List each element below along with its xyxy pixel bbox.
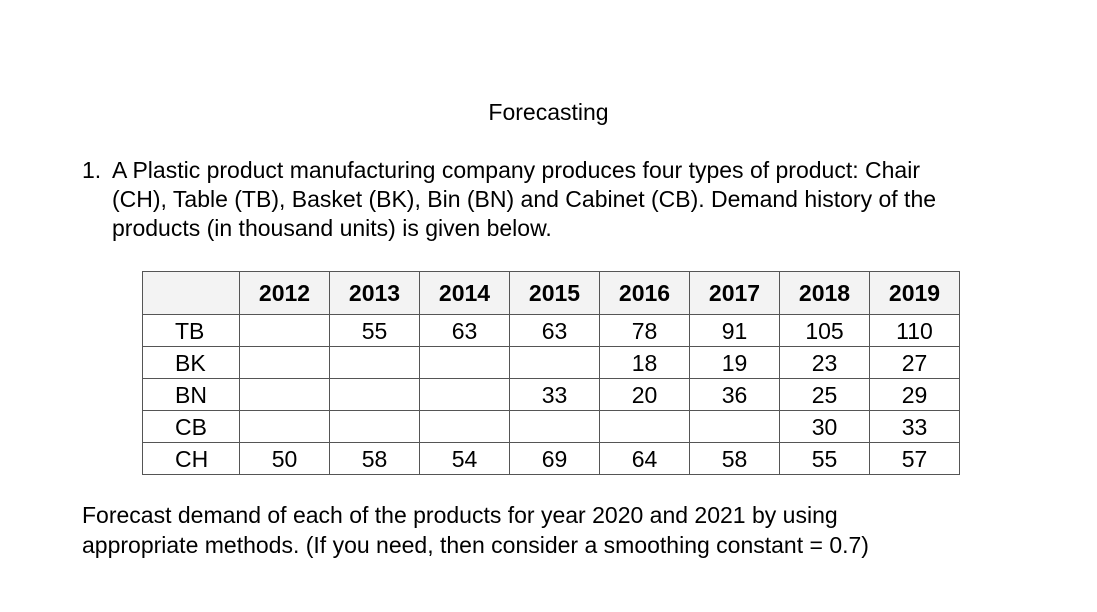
page-title: Forecasting: [488, 99, 609, 125]
demand-history-table: 2012 2013 2014 2015 2016 2017 2018 2019 …: [142, 271, 960, 475]
demand-cell: 55: [779, 442, 870, 475]
demand-cell: 33: [869, 410, 960, 443]
demand-cell: [419, 378, 510, 411]
demand-cell: 25: [779, 378, 870, 411]
demand-cell: 91: [689, 314, 780, 347]
instruction-line: Forecast demand of each of the products …: [82, 502, 838, 528]
demand-cell: 27: [869, 346, 960, 379]
demand-cell: 63: [419, 314, 510, 347]
year-header: 2018: [779, 271, 870, 315]
demand-cell: [239, 314, 330, 347]
demand-cell: 58: [689, 442, 780, 475]
demand-cell: [509, 346, 600, 379]
table-row: BN 33 20 36 25 29: [142, 378, 960, 411]
product-label: CB: [142, 410, 240, 443]
table-row: BK 18 19 23 27: [142, 346, 960, 379]
demand-cell: 19: [689, 346, 780, 379]
product-label: CH: [142, 442, 240, 475]
demand-cell: 57: [869, 442, 960, 475]
demand-cell: [329, 410, 420, 443]
instruction-line: appropriate methods. (If you need, then …: [82, 532, 869, 558]
table-row: CH 50 58 54 69 64 58 55 57: [142, 442, 960, 475]
demand-cell: 36: [689, 378, 780, 411]
table-header-row: 2012 2013 2014 2015 2016 2017 2018 2019: [142, 271, 960, 315]
year-header: 2012: [239, 271, 330, 315]
year-header: 2014: [419, 271, 510, 315]
demand-cell: 58: [329, 442, 420, 475]
demand-cell: [329, 346, 420, 379]
table-corner-cell: [142, 271, 240, 315]
year-header: 2013: [329, 271, 420, 315]
demand-cell: [509, 410, 600, 443]
demand-cell: [419, 346, 510, 379]
instruction-text: Forecast demand of each of the products …: [82, 500, 869, 560]
product-label: BN: [142, 378, 240, 411]
question-number: 1.: [82, 157, 102, 183]
demand-cell: 55: [329, 314, 420, 347]
question-line: products (in thousand units) is given be…: [112, 215, 552, 241]
year-header: 2019: [869, 271, 960, 315]
demand-cell: 110: [869, 314, 960, 347]
demand-cell: 78: [599, 314, 690, 347]
demand-cell: 64: [599, 442, 690, 475]
demand-cell: [239, 346, 330, 379]
demand-cell: [689, 410, 780, 443]
product-label: TB: [142, 314, 240, 347]
question-line: (CH), Table (TB), Basket (BK), Bin (BN) …: [112, 186, 937, 212]
year-header: 2017: [689, 271, 780, 315]
demand-cell: 63: [509, 314, 600, 347]
demand-cell: 105: [779, 314, 870, 347]
demand-cell: 69: [509, 442, 600, 475]
product-label: BK: [142, 346, 240, 379]
year-header: 2016: [599, 271, 690, 315]
table-row: TB 55 63 63 78 91 105 110: [142, 314, 960, 347]
question-line: A Plastic product manufacturing company …: [112, 157, 920, 183]
demand-cell: 23: [779, 346, 870, 379]
demand-cell: 29: [869, 378, 960, 411]
demand-cell: [239, 378, 330, 411]
demand-cell: 54: [419, 442, 510, 475]
demand-cell: [419, 410, 510, 443]
demand-cell: [599, 410, 690, 443]
demand-cell: 20: [599, 378, 690, 411]
demand-cell: 18: [599, 346, 690, 379]
question-text: 1. A Plastic product manufacturing compa…: [82, 156, 1042, 243]
demand-cell: [329, 378, 420, 411]
table-row: CB 30 33: [142, 410, 960, 443]
demand-cell: 33: [509, 378, 600, 411]
demand-cell: 50: [239, 442, 330, 475]
demand-cell: 30: [779, 410, 870, 443]
demand-cell: [239, 410, 330, 443]
year-header: 2015: [509, 271, 600, 315]
